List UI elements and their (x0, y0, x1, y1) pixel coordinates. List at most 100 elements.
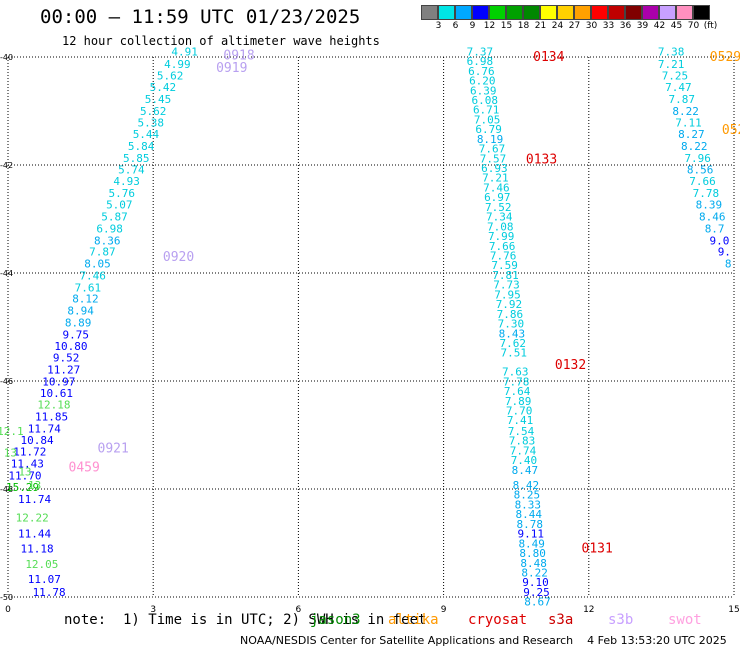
wave-height-value: 7.99 (488, 230, 515, 243)
wave-height-value: 7.63 (502, 366, 529, 379)
colorbar-swatch (489, 5, 506, 20)
wave-height-value: 7.40 (511, 454, 538, 467)
wave-height-value: 7.46 (79, 269, 106, 282)
wave-height-value: 6.79 (475, 123, 502, 136)
legend-item-swot: swot (668, 612, 702, 628)
colorbar-swatch (523, 5, 540, 20)
colorbar-label: 30 (585, 21, 598, 31)
colorbar-label: 24 (551, 21, 564, 31)
colorbar-swatch (676, 5, 693, 20)
pass-time-label: 0131 (582, 541, 613, 556)
wave-height-value: 7.21 (658, 58, 685, 71)
wave-height-value: 7.78 (503, 375, 530, 388)
wave-height-value: 6.98 (96, 223, 123, 236)
wave-height-value: 7.62 (500, 337, 527, 350)
wave-height-value: 8.33 (515, 498, 542, 511)
wave-height-value: 11.27 (47, 363, 80, 376)
colorbar-swatch (506, 5, 523, 20)
wave-height-value: 11.72 (13, 446, 46, 459)
wave-height-value: 11.74 (18, 493, 51, 506)
wave-height-value: 11.85 (35, 410, 68, 423)
pass-time-label: 0920 (163, 250, 194, 265)
wave-height-value: 8.49 (518, 537, 545, 550)
colorbar-label: 27 (568, 21, 581, 31)
legend-item-s3b: s3b (608, 612, 634, 628)
wave-height-value: 8.22 (672, 105, 699, 118)
x-tick-label: 6 (296, 605, 302, 615)
credit-line: NOAA/NESDIS Center for Satellite Applica… (240, 634, 727, 647)
wave-height-value: 7.66 (489, 240, 516, 253)
x-tick-label: 0 (5, 605, 11, 615)
wave-height-value: 9.10 (522, 576, 549, 589)
wave-height-value: 9.25 (523, 586, 550, 599)
wave-height-value: 7.70 (506, 404, 533, 417)
wave-height-value: 5.62 (157, 70, 184, 83)
wave-height-value: 15.29 (6, 481, 39, 494)
wave-height-value: 11.07 (28, 573, 61, 586)
wave-height-value: 4.91 (171, 45, 198, 58)
wave-height-value: 5.74 (118, 164, 145, 177)
y-tick-label: -50 (0, 593, 13, 602)
wave-height-value: 7.11 (675, 117, 702, 130)
colorbar-swatch (472, 5, 489, 20)
wave-height-value: 13 (28, 479, 41, 492)
wave-height-value: 11.74 (28, 422, 61, 435)
wave-height-value: 7.05 (474, 113, 501, 126)
colorbar-swatch (574, 5, 591, 20)
wave-height-value: 5.87 (101, 211, 128, 224)
wave-height-value: 7.08 (487, 220, 514, 233)
wave-height-value: 7.46 (483, 181, 510, 194)
satellite-legend: jason3 altika cryosat s3a s3b swot (0, 612, 740, 630)
wave-height-value: 5.07 (106, 199, 133, 212)
wave-height-value: 6.76 (468, 65, 495, 78)
wave-height-value: 6.08 (471, 94, 498, 107)
wave-height-value: 12.05 (25, 558, 58, 571)
pass-time-label: 0459 (69, 460, 100, 475)
y-tick-label: -48 (0, 485, 13, 494)
colorbar-swatch (421, 5, 438, 20)
legend-item-altika: altika (388, 612, 439, 628)
pass-time-label: 052 (722, 123, 740, 138)
pass-time-label: 0919 (216, 61, 247, 76)
x-tick-label: 3 (150, 605, 156, 615)
pass-time-label: 0132 (555, 358, 586, 373)
wave-height-value: 8.89 (65, 316, 92, 329)
wave-height-value: 5.45 (145, 93, 172, 106)
wave-height-value: 7.25 (662, 70, 689, 83)
wave-height-value: 13 (18, 466, 31, 479)
wave-height-value: 7.61 (75, 281, 102, 294)
wave-height-value: 7.86 (497, 308, 524, 321)
wave-height-value: 6.97 (484, 191, 511, 204)
wave-height-value: 5.85 (123, 152, 150, 165)
colorbar-label: 12 (483, 21, 496, 31)
wave-height-value: 8.19 (477, 133, 504, 146)
legend-item-s3a: s3a (548, 612, 574, 628)
wave-height-value: 6.39 (470, 84, 497, 97)
colorbar-labels: 3 6 9 12 15 18 21 24 27 30 33 36 39 42 45 70 (ft) (421, 21, 719, 31)
legend-item-cryosat: cryosat (468, 612, 528, 628)
wave-height-value: 5.76 (108, 187, 135, 200)
wave-height-value: 7.47 (665, 81, 692, 94)
wave-height-value: 8.25 (514, 489, 541, 502)
wave-height-value: 7.54 (508, 425, 535, 438)
wave-height-value: 8.27 (678, 128, 705, 141)
colorbar-label: 15 (500, 21, 513, 31)
wave-height-value: 8.39 (696, 199, 723, 212)
pass-time-label: 0921 (98, 442, 129, 457)
colorbar-swatch (540, 5, 557, 20)
colorbar-swatch (591, 5, 608, 20)
wave-height-value: 8.05 (84, 258, 111, 271)
wave-height-value: 8.22 (681, 140, 708, 153)
chart-subtitle: 12 hour collection of altimeter wave hei… (62, 34, 380, 48)
x-tick-label: 9 (441, 605, 447, 615)
wave-height-value: 6.71 (473, 104, 500, 117)
wave-height-value: 5.62 (140, 105, 167, 118)
colorbar-swatch (625, 5, 642, 20)
wave-height-value: 7.87 (668, 93, 695, 106)
wave-height-value: 7.41 (507, 414, 534, 427)
y-tick-label: -40 (0, 53, 13, 62)
wave-height-value: 10.84 (20, 434, 53, 447)
colorbar-label: 6 (452, 21, 459, 31)
wave-height-value: 11.70 (8, 469, 41, 482)
colorbar-swatch (557, 5, 574, 20)
